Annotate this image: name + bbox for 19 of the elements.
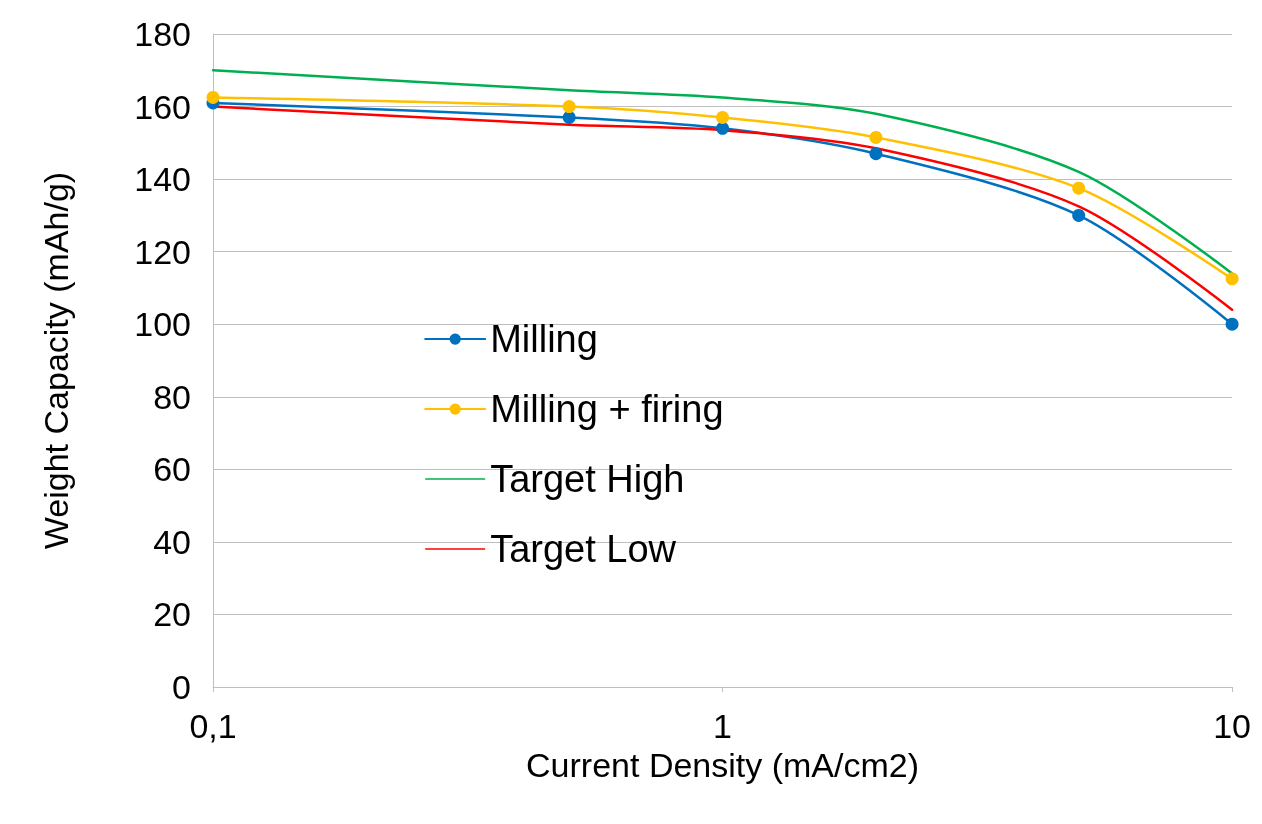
x-tick-label: 10: [1213, 707, 1251, 745]
y-tick-label: 160: [134, 87, 191, 126]
x-tick-label: 1: [713, 707, 733, 745]
x-tick-label: 0,1: [189, 707, 237, 745]
legend-label: Target High: [490, 458, 685, 501]
legend-label: Milling + firing: [490, 388, 724, 431]
y-tick-label: 100: [134, 305, 191, 344]
y-tick-label: 20: [153, 595, 191, 634]
y-tick-label: 140: [134, 160, 191, 199]
y-tick-label: 180: [134, 15, 191, 53]
y-tick-label: 60: [153, 450, 191, 489]
y-tick-label: 0: [172, 668, 191, 706]
legend-label: Target Low: [490, 528, 677, 571]
y-tick-label: 80: [153, 377, 191, 416]
y-tick-label: 120: [134, 232, 191, 271]
x-axis-title: Current Density (mA/cm2): [526, 745, 920, 784]
legend-label: Milling: [490, 318, 598, 361]
y-axis-title: Weight Capacity (mAh/g): [37, 171, 75, 550]
y-tick-label: 40: [153, 522, 191, 561]
